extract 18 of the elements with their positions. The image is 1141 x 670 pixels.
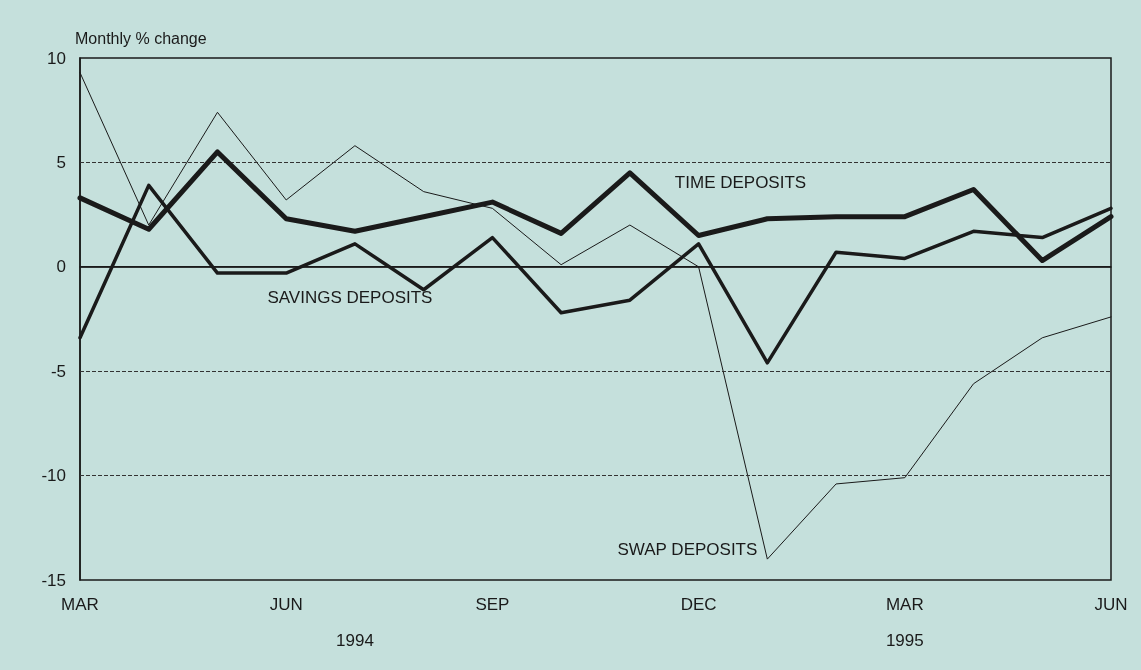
series-label: SWAP DEPOSITS [617, 539, 758, 559]
y-tick-label: -5 [50, 361, 66, 381]
series-label: TIME DEPOSITS [674, 173, 807, 193]
x-tick-label: DEC [680, 595, 717, 614]
x-tick-label: MAR [61, 595, 99, 614]
y-tick-label: 0 [56, 257, 66, 277]
y-axis-title: Monthly % change [75, 29, 207, 47]
text: 1995 [885, 630, 924, 650]
text: 1994 [336, 630, 374, 650]
x-tick-label: MAR [885, 595, 924, 614]
x-tick-label: JUN [269, 595, 303, 614]
series-label: SAVINGS DEPOSITS [267, 287, 433, 307]
y-tick-label: 5 [56, 152, 66, 172]
y-tick-label: -15 [41, 570, 66, 590]
x-tick-label: SEP [475, 595, 510, 614]
y-tick-label: 10 [47, 48, 66, 68]
y-tick-label: -10 [41, 466, 66, 486]
x-tick-label: JUN [1094, 595, 1128, 614]
